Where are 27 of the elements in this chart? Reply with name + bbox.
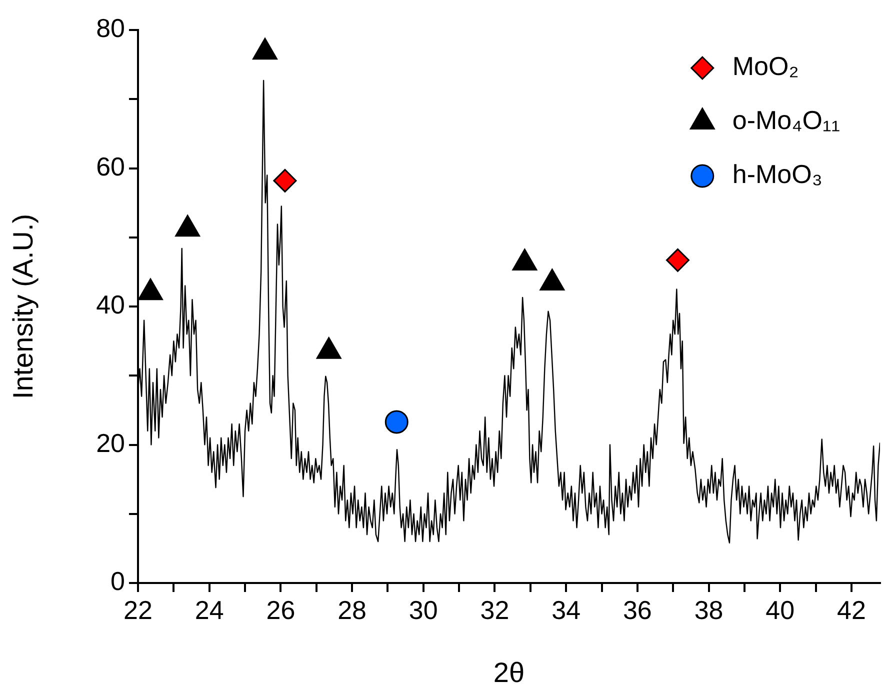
point bbox=[138, 278, 164, 300]
y-tick-label: 40 bbox=[96, 290, 125, 320]
x-axis-title: 2θ bbox=[493, 656, 525, 688]
x-tick-label: 40 bbox=[766, 594, 795, 625]
y-axis-title: Intensity (A.U.) bbox=[8, 214, 39, 400]
y-tick-label: 80 bbox=[96, 13, 125, 44]
legend-label: h-MoO₃ bbox=[732, 159, 822, 190]
point bbox=[316, 336, 342, 359]
x-tick-label: 22 bbox=[124, 594, 152, 625]
legend-label: MoO₂ bbox=[732, 51, 799, 82]
x-tick-label: 34 bbox=[552, 594, 581, 625]
legend-label: o-Mo₄O₁₁ bbox=[732, 105, 840, 136]
x-tick-label: 24 bbox=[194, 594, 224, 625]
x-tick-label: 28 bbox=[338, 594, 366, 625]
point bbox=[252, 37, 278, 60]
y-tick-label: 20 bbox=[96, 428, 125, 458]
point bbox=[539, 268, 566, 290]
x-tick-label: 36 bbox=[622, 594, 652, 625]
y-tick-label: 0 bbox=[110, 566, 125, 596]
y-tick-label: 60 bbox=[96, 151, 125, 182]
x-tick-label: 32 bbox=[480, 594, 510, 625]
x-tick-label: 38 bbox=[694, 594, 724, 625]
point bbox=[512, 248, 538, 270]
point bbox=[174, 214, 201, 237]
x-tick-label: 26 bbox=[266, 594, 296, 625]
x-tick-label: 30 bbox=[408, 594, 438, 625]
x-tick-label: 42 bbox=[837, 594, 866, 625]
